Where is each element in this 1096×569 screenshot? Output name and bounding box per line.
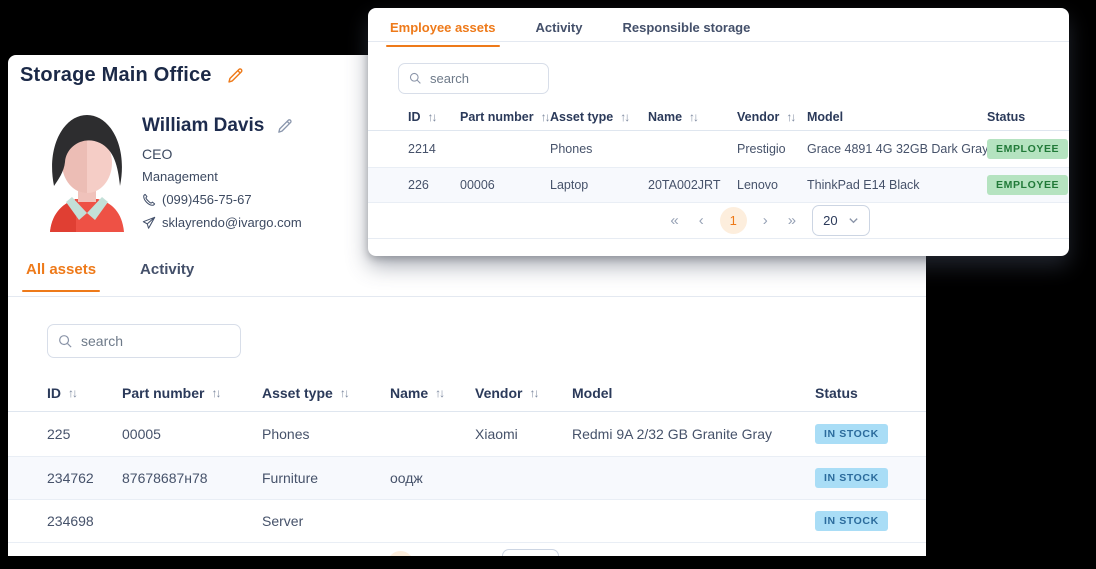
employee-role: CEO xyxy=(142,146,173,162)
search-input[interactable] xyxy=(430,71,538,86)
col-status: Status xyxy=(987,109,1026,124)
phone-icon xyxy=(142,193,156,207)
status-badge: IN STOCK xyxy=(815,468,888,488)
sort-icon[interactable]: ↑↓ xyxy=(435,386,445,400)
col-id[interactable]: ID ↑↓ xyxy=(47,385,78,401)
avatar xyxy=(50,115,124,232)
employee-assets-panel: Employee assets Activity Responsible sto… xyxy=(368,8,1069,256)
status-badge: IN STOCK xyxy=(815,424,888,444)
employee-name: William Davis xyxy=(142,115,265,136)
col-asset-type[interactable]: Asset type ↑↓ xyxy=(550,109,630,124)
last-page-button[interactable]: » xyxy=(787,212,797,229)
assets-search[interactable] xyxy=(47,324,241,358)
pagination: 1 20 xyxy=(308,549,638,556)
storage-tabs: All assets Activity xyxy=(8,261,926,292)
sort-icon[interactable]: ↑↓ xyxy=(211,386,221,400)
col-vendor[interactable]: Vendor ↑↓ xyxy=(737,109,796,124)
page-number[interactable]: 1 xyxy=(719,207,747,234)
sort-icon[interactable]: ↑↓ xyxy=(339,386,350,400)
tab-activity[interactable]: Activity xyxy=(535,20,583,35)
status-badge: EMPLOYEE xyxy=(987,139,1069,159)
col-status: Status xyxy=(815,385,858,401)
tab-employee-assets[interactable]: Employee assets xyxy=(386,20,500,47)
edit-employee-icon[interactable] xyxy=(276,117,294,135)
first-page-button[interactable]: « xyxy=(670,212,679,229)
edit-title-icon[interactable] xyxy=(226,66,245,85)
tabs-divider xyxy=(368,41,1069,42)
table-row[interactable]: 234698 Server IN STOCK xyxy=(8,500,926,543)
sort-icon[interactable]: ↑↓ xyxy=(427,109,438,124)
search-icon xyxy=(58,334,73,349)
employee-department: Management xyxy=(142,169,218,184)
col-vendor[interactable]: Vendor ↑↓ xyxy=(475,385,539,401)
tabs-divider xyxy=(8,296,926,297)
col-id[interactable]: ID ↑↓ xyxy=(408,109,438,124)
search-icon xyxy=(409,72,422,85)
status-badge: IN STOCK xyxy=(815,511,888,531)
prev-page-button[interactable]: ‹ xyxy=(698,212,704,229)
tab-activity[interactable]: Activity xyxy=(140,261,195,278)
col-model: Model xyxy=(572,385,613,401)
tab-responsible-storage[interactable]: Responsible storage xyxy=(622,20,751,35)
sort-icon[interactable]: ↑↓ xyxy=(540,109,551,124)
employee-assets-search[interactable] xyxy=(398,63,549,94)
table-row[interactable]: 225 00005 Phones Xiaomi Redmi 9A 2/32 GB… xyxy=(8,412,926,457)
employee-profile: William Davis CEO Management (099)456-75… xyxy=(42,110,302,232)
col-asset-type[interactable]: Asset type ↑↓ xyxy=(262,385,350,401)
employee-phone: (099)456-75-67 xyxy=(162,192,252,207)
col-part-number[interactable]: Part number ↑↓ xyxy=(460,109,551,124)
employee-tabs: Employee assets Activity Responsible sto… xyxy=(368,20,1069,47)
search-input[interactable] xyxy=(81,333,230,349)
status-badge: EMPLOYEE xyxy=(987,175,1069,195)
sort-icon[interactable]: ↑↓ xyxy=(689,109,699,124)
sort-icon[interactable]: ↑↓ xyxy=(529,386,539,400)
col-model: Model xyxy=(807,109,844,124)
employee-email: sklayrendo@ivargo.com xyxy=(162,215,302,230)
tab-all-assets[interactable]: All assets xyxy=(21,261,101,292)
page-number[interactable]: 1 xyxy=(386,551,414,556)
next-page-button[interactable]: › xyxy=(762,212,768,229)
table-row[interactable]: 226 00006 Laptop 20TA002JRT Lenovo Think… xyxy=(368,168,1069,203)
send-email-icon xyxy=(142,216,156,230)
sort-icon[interactable]: ↑↓ xyxy=(68,386,78,400)
pagination-divider xyxy=(368,238,1069,239)
table-row[interactable]: 2214 Phones Prestigio Grace 4891 4G 32GB… xyxy=(368,131,1069,168)
table-row[interactable]: 234762 87678687н78 Furniture оодж IN STO… xyxy=(8,457,926,500)
page-title: Storage Main Office xyxy=(20,64,212,86)
assets-table-header: ID ↑↓ Part number ↑↓ Asset type ↑↓ Name ↑↓ V… xyxy=(8,375,926,412)
page-size-select[interactable]: 20 xyxy=(501,549,560,556)
page-size-select[interactable]: 20 xyxy=(812,205,870,236)
sort-icon[interactable]: ↑↓ xyxy=(620,109,630,124)
chevron-down-icon xyxy=(848,215,859,226)
sort-icon[interactable]: ↑↓ xyxy=(786,109,796,124)
col-part-number[interactable]: Part number ↑↓ xyxy=(122,385,221,401)
col-name[interactable]: Name ↑↓ xyxy=(390,385,445,401)
pagination: « ‹ 1 › » 20 xyxy=(603,205,933,236)
col-name[interactable]: Name ↑↓ xyxy=(648,109,699,124)
employee-assets-table-header: ID ↑↓ Part number ↑↓ Asset type ↑↓ Name ↑↓ V… xyxy=(368,103,1069,131)
